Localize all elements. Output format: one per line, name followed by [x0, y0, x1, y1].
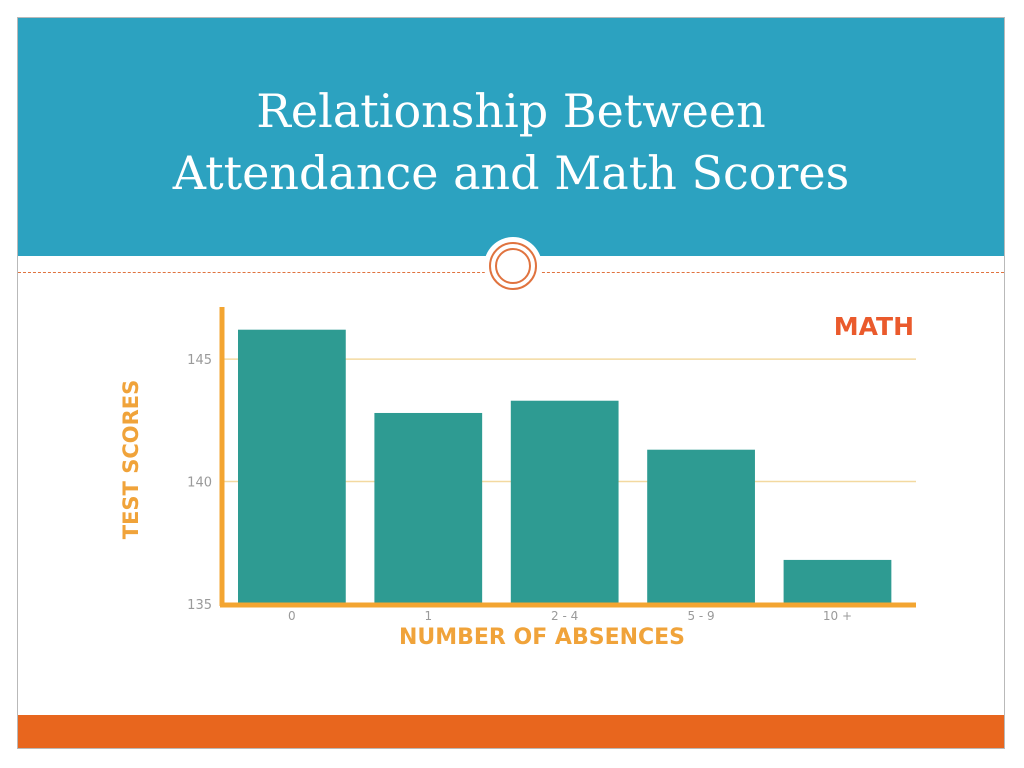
circle-ornament-icon	[484, 237, 542, 295]
bar-4	[783, 559, 892, 604]
bar-chart: 0 1 2 - 4 5 - 9 10 + 135 140 145 MATH NUMBER OF A…	[119, 307, 916, 650]
bar-1	[374, 412, 483, 604]
y-tick-label: 145	[187, 353, 212, 368]
y-tick-label: 135	[187, 598, 212, 613]
slide-title: Relationship Between Attendance and Math…	[18, 80, 1004, 204]
chart-title: MATH	[834, 312, 914, 341]
circle-ornament-ring	[489, 242, 537, 290]
y-axis-label: TEST SCORES	[119, 380, 143, 539]
slide-title-line-2: Attendance and Math Scores	[172, 146, 850, 200]
header-band: Relationship Between Attendance and Math…	[18, 18, 1004, 256]
bar-3	[647, 449, 755, 604]
bar-0	[238, 329, 346, 604]
slide: Relationship Between Attendance and Math…	[17, 17, 1005, 749]
x-tick-label: 10 +	[823, 609, 852, 623]
y-tick-label: 140	[187, 476, 212, 491]
footer-band	[18, 715, 1004, 748]
x-tick-label: 5 - 9	[687, 609, 714, 623]
x-axis-label: NUMBER OF ABSENCES	[399, 625, 685, 650]
bar-2	[510, 400, 619, 604]
slide-title-line-1: Relationship Between	[256, 84, 766, 138]
x-tick-label: 1	[424, 609, 432, 623]
x-tick-label: 0	[288, 609, 296, 623]
x-tick-label: 2 - 4	[551, 609, 578, 623]
